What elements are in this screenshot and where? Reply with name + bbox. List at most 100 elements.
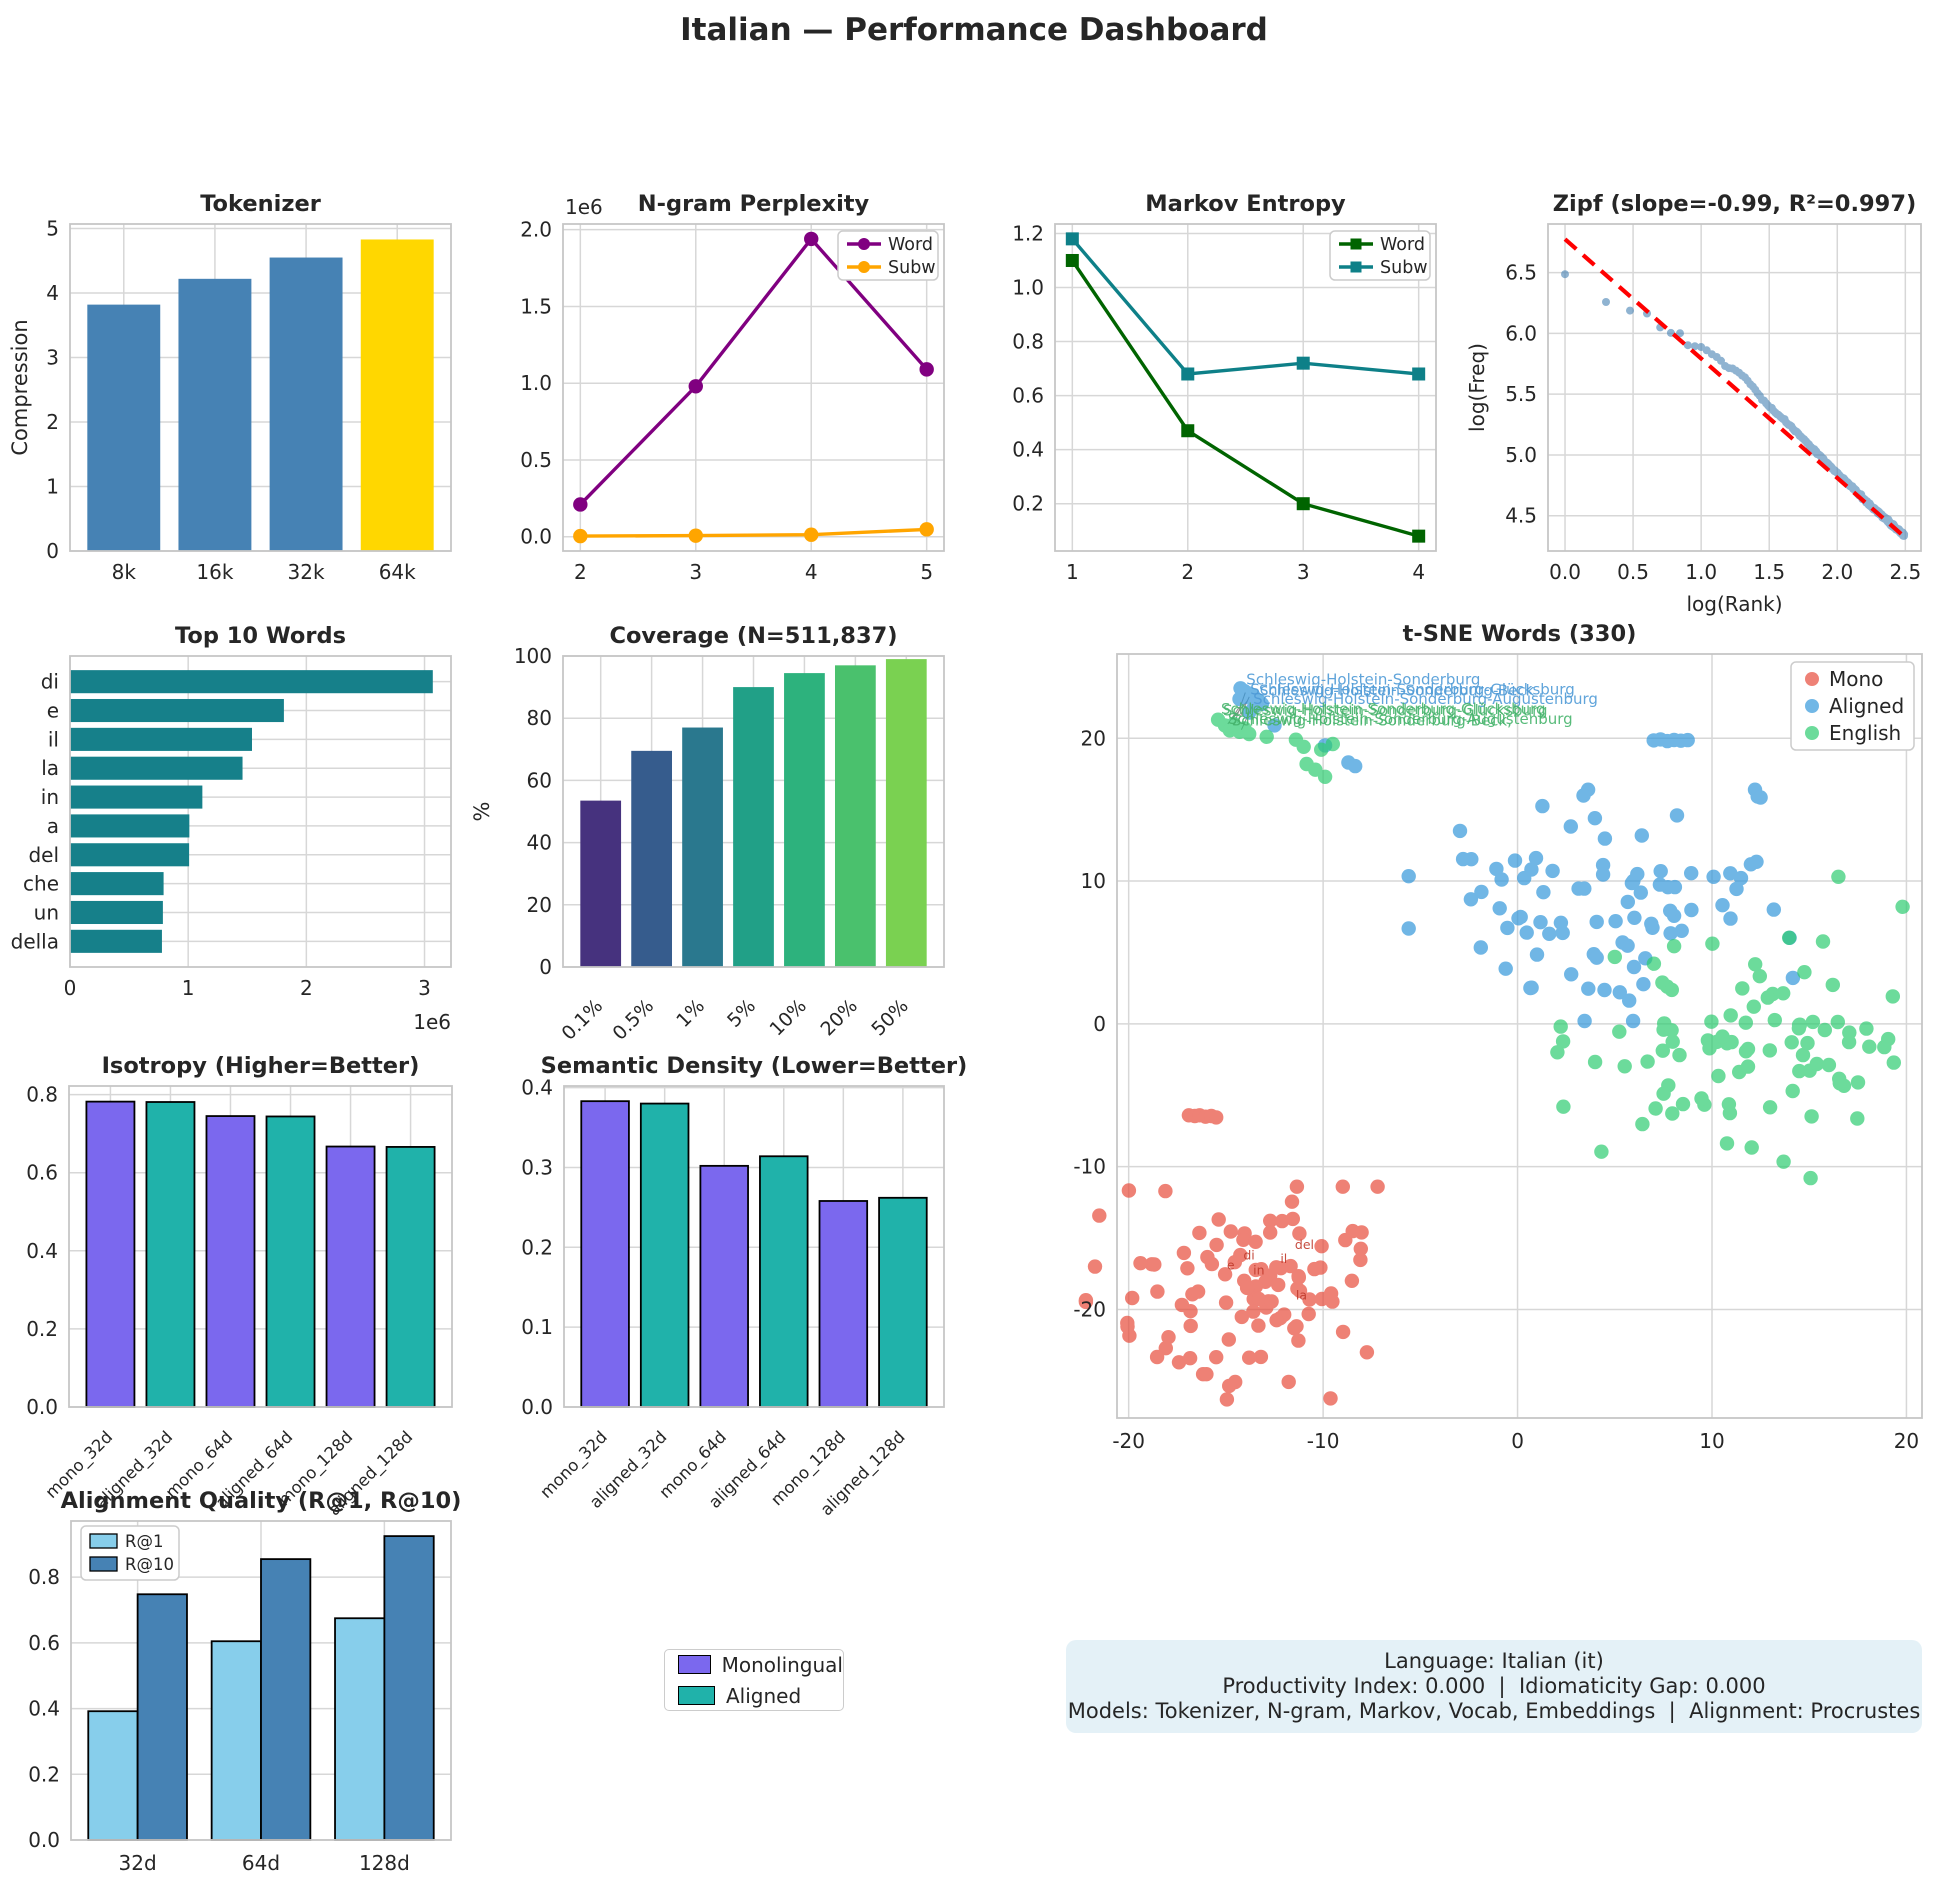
tsne-point-mono	[1176, 1245, 1192, 1261]
tsne-point-mono	[1242, 1350, 1257, 1365]
axis-offset-label: 1e6	[565, 195, 603, 219]
tsne-point-mono	[1251, 1318, 1266, 1333]
tsne-point-mono	[1221, 1332, 1237, 1347]
point-annotation: di	[1243, 1247, 1254, 1262]
tsne-point-aligned	[1652, 877, 1668, 892]
point-annotation: Schleswig-Holstein-Sonderburg-Augustenbu…	[1228, 710, 1573, 728]
tsne-point-english	[1748, 957, 1763, 972]
legend-label: Monolingual	[721, 1652, 843, 1677]
bar-mono_32d	[85, 1100, 136, 1408]
marker	[573, 528, 588, 544]
axes-spines	[563, 1085, 945, 1408]
point-annotation: la	[1296, 1287, 1307, 1302]
point-annotation: Schleswig-Holstein-Sonderburg-Augustenbu…	[1253, 690, 1598, 708]
tsne-point-mono	[1353, 1241, 1369, 1257]
info-line-models: Models: Tokenizer, N-gram, Markov, Vocab…	[1067, 1699, 1921, 1723]
tsne-point-mono	[1271, 1277, 1286, 1293]
x-tick-label: 1.0	[1685, 560, 1717, 584]
point-annotation: e	[1227, 1257, 1235, 1272]
bar-64d-R@10	[260, 1558, 312, 1841]
series-line	[579, 236, 928, 506]
tsne-point-mono	[1251, 1291, 1267, 1307]
tsne-point-aligned	[1555, 925, 1570, 941]
point-annotation: Schleswig-Holstein-Sonderburg	[1246, 671, 1480, 689]
tsne-point-aligned	[1663, 903, 1678, 918]
tsne-point-mono	[1335, 1179, 1351, 1194]
tsne-point-aligned	[1729, 881, 1744, 897]
tsne-point-english	[1711, 1068, 1726, 1084]
tsne-point-english	[1740, 1059, 1756, 1074]
tsne-point-aligned	[1627, 910, 1642, 925]
tsne-point-mono	[1353, 1252, 1368, 1268]
panel-alignment: Alignment Quality (R@1, R@10) 0.0 0.2 0.4 0.…	[28, 1488, 461, 1875]
x-tick-label: 2	[574, 560, 587, 584]
tsne-point-aligned	[1528, 850, 1544, 866]
panel-tokenizer: Tokenizer 0 1 2 3 4 5 8k 16k 32k 64k Compression	[8, 191, 452, 584]
x-tick-label: 128d	[359, 1851, 410, 1875]
tsne-point-english	[1665, 1034, 1680, 1049]
x-tick-label: 1	[1066, 560, 1079, 584]
tsne-point-aligned	[1644, 916, 1659, 931]
tsne-point-english	[1657, 1016, 1672, 1031]
tsne-point-aligned	[1636, 977, 1651, 992]
tsne-point-english	[1841, 1034, 1857, 1050]
tsne-point-english	[1640, 1054, 1655, 1069]
x-tick-label: 50%	[867, 995, 912, 1040]
marker	[1296, 356, 1310, 370]
x-tick-label: 20	[1894, 1429, 1919, 1453]
tsne-point-mono	[1233, 1247, 1248, 1263]
tsne-point-english	[1895, 899, 1910, 914]
tsne-point-aligned	[1633, 885, 1649, 900]
zipf-point	[1626, 306, 1634, 315]
tsne-point-aligned	[1723, 866, 1738, 881]
tsne-point-mono	[1171, 1355, 1187, 1370]
tsne-point-english	[1746, 999, 1762, 1014]
tsne-point-aligned	[1608, 914, 1623, 929]
legend-swatch-marker	[858, 238, 870, 250]
tsne-point-mono	[1264, 1294, 1279, 1309]
y-tick-label: 2.0	[520, 218, 552, 242]
y-tick-label: 0.8	[28, 1565, 60, 1589]
tsne-point-aligned	[1348, 758, 1363, 774]
y-tick-label: 0.0	[520, 525, 552, 549]
tsne-point-english	[1738, 1015, 1754, 1030]
tsne-point-mono	[1149, 1349, 1165, 1365]
tsne-point-english	[1325, 736, 1341, 752]
tsne-point-english	[1635, 1116, 1650, 1132]
bar-il	[70, 727, 252, 751]
legend-swatch-patch	[89, 1556, 118, 1572]
legend-label: Aligned	[726, 1683, 802, 1708]
tsne-point-english	[1646, 956, 1662, 971]
tsne-point-aligned	[1663, 926, 1678, 941]
y-tick-label: 80	[527, 706, 552, 730]
point-annotation: Schleswig-Holstein-Sonderburg-Beck	[1259, 681, 1535, 699]
bar-5%	[733, 687, 774, 967]
x-tick-label: 5	[920, 560, 933, 584]
tsne-point-english	[1587, 1054, 1603, 1070]
zipf-point	[1683, 341, 1692, 350]
tsne-point-english	[1762, 1043, 1778, 1058]
y-tick-label: a	[47, 814, 59, 838]
bar-8k	[87, 304, 161, 551]
tsne-point-aligned	[1589, 914, 1604, 930]
axes-spines	[562, 655, 945, 968]
grid-lines	[1548, 224, 1921, 551]
tsne-point-mono	[1174, 1297, 1190, 1313]
y-tick-label: 0.4	[28, 1697, 60, 1721]
bar-0.5%	[631, 750, 673, 967]
bar-aligned_64d	[759, 1155, 809, 1408]
series-line	[1070, 259, 1420, 538]
panel-tsne: Schleswig-Holstein-SonderburgSchleswig-H…	[1073, 621, 1923, 1453]
tsne-point-aligned	[1474, 884, 1489, 900]
tsne-point-english	[1648, 1101, 1663, 1116]
y-tick-label: la	[41, 756, 59, 780]
tsne-point-mono	[1158, 1183, 1173, 1199]
y-tick-label: 0.5	[520, 448, 552, 472]
legend-box	[1790, 661, 1915, 751]
bar-in	[70, 785, 203, 809]
y-axis-label: log(Freq)	[1465, 343, 1489, 432]
marker	[1181, 424, 1195, 438]
axes-spines	[69, 655, 452, 968]
tsne-point-aligned	[1524, 862, 1539, 877]
